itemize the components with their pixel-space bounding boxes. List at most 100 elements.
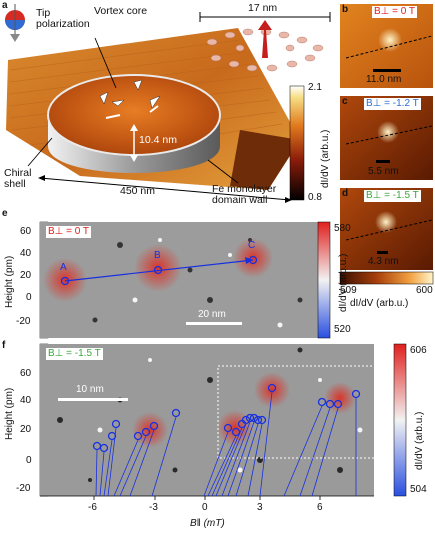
skyrmion-marker <box>325 399 335 409</box>
panel-label-b: b <box>342 4 349 15</box>
colorbar-a <box>289 85 305 201</box>
cbar-a-max: 2.1 <box>308 82 322 93</box>
mapping-line <box>103 439 113 497</box>
scale-c: 5.5 nm <box>368 166 399 177</box>
field-mapping-lines <box>95 391 357 497</box>
ytick-f: 0 <box>26 455 32 466</box>
mapping-line <box>211 427 243 497</box>
ytick-e: 20 <box>20 270 32 281</box>
scale-b: 11.0 nm <box>366 74 402 85</box>
mapping-line <box>283 405 323 497</box>
mapping-line <box>299 407 331 497</box>
skyrmion-marker <box>317 397 327 407</box>
colorbar-bcd <box>339 271 434 285</box>
panel-label-a: a <box>2 0 8 11</box>
vortex-core-label: Vortex core <box>94 5 148 17</box>
mapping-line <box>119 435 147 497</box>
tip-polarization-label: Tip polarization <box>36 7 90 30</box>
mapping-line <box>113 439 139 497</box>
field-b: B⊥ = 0 T <box>372 6 418 18</box>
cbar-e-max: 580 <box>334 223 351 234</box>
mapping-line <box>129 429 155 497</box>
ytick-f: -20 <box>16 483 31 494</box>
spin-vortex-illustration <box>206 28 324 72</box>
skyrmion-marker <box>141 427 151 437</box>
domain-wall-label: Fe monolayer domain wall <box>212 183 277 206</box>
skyrmion-marker <box>333 399 343 409</box>
scale-17nm-label: 17 nm <box>248 2 278 14</box>
skyrmion-marker <box>241 415 251 425</box>
height-label: 10.4 nm <box>139 134 177 146</box>
field-f: B⊥ = -1.5 T <box>46 348 103 360</box>
ytick-e: 40 <box>20 248 32 259</box>
field-c: B⊥ = -1.2 T <box>364 98 421 110</box>
skyrmion-marker <box>249 413 259 423</box>
ytick-e: 0 <box>26 292 32 303</box>
cbar-bcd-max: 600 <box>416 285 433 296</box>
panel-label-c: c <box>342 96 348 107</box>
mapping-line <box>207 435 237 497</box>
point-label-a: A <box>60 262 67 273</box>
xtick-f: -6 <box>88 502 97 513</box>
scale-f: 10 nm <box>76 384 104 395</box>
cbar-e-label: dI/dV (arb.u.) <box>338 253 349 312</box>
point-label-b: B <box>154 250 161 261</box>
panel-label-e: e <box>2 208 8 219</box>
ytick-e: 60 <box>20 226 32 237</box>
cbar-e-min: 520 <box>334 324 351 335</box>
colorbar-e <box>317 221 331 339</box>
chiral-shell-label: Chiral shell <box>4 167 32 190</box>
mapping-line <box>247 423 263 497</box>
mapping-line <box>107 427 117 497</box>
ytick-f: 60 <box>20 368 32 379</box>
scale-e: 20 nm <box>198 309 226 320</box>
skyrmion-marker <box>111 419 121 429</box>
mapping-line <box>99 451 105 497</box>
ylabel-e: Height (pm) <box>4 255 15 308</box>
field-e: B⊥ = 0 T <box>46 226 92 238</box>
scale-d: 4.3 nm <box>368 256 399 267</box>
skyrmion-marker <box>133 431 143 441</box>
map-f <box>40 344 374 496</box>
skyrmion-marker <box>231 427 241 437</box>
panel-label-d: d <box>342 188 349 199</box>
width-label: 450 nm <box>120 185 156 197</box>
mapping-line <box>259 391 273 497</box>
map-e <box>40 222 330 338</box>
xtick-f: 0 <box>202 502 208 513</box>
skyrmion-marker <box>253 415 263 425</box>
xlabel-f: B‖ (mT) <box>190 518 225 529</box>
skyrmion-marker <box>257 415 267 425</box>
cbar-f-max: 606 <box>410 345 427 356</box>
mapping-line <box>227 421 255 497</box>
cbar-bcd-label: dI/dV (arb.u.) <box>350 298 409 309</box>
skyrmion-marker <box>245 413 255 423</box>
point-label-c: C <box>248 240 256 251</box>
skyrmion-marker <box>351 389 361 399</box>
skyrmion-markers <box>92 383 361 453</box>
skyrmion-marker <box>107 431 117 441</box>
ytick-f: 40 <box>20 395 32 406</box>
skyrmion-marker <box>99 443 109 453</box>
ytick-f: 20 <box>20 424 32 435</box>
ylabel-f: Height (pm) <box>4 387 15 440</box>
panel-label-f: f <box>2 340 6 351</box>
mapping-line <box>235 423 259 497</box>
field-d: B⊥ = -1.5 T <box>364 190 421 202</box>
cbar-bcd-min: 509 <box>340 285 357 296</box>
skyrmion-marker <box>223 423 233 433</box>
cbar-a-min: 0.8 <box>308 192 322 203</box>
mapping-line <box>215 423 247 497</box>
xtick-f: 6 <box>317 502 323 513</box>
xtick-f: 3 <box>257 502 263 513</box>
cbar-a-label: dI/dV (arb.u.) <box>320 129 331 188</box>
ytick-e: -20 <box>16 316 31 327</box>
cbar-f-min: 504 <box>410 484 427 495</box>
vortex-disk <box>48 75 220 155</box>
mapping-line <box>311 407 339 497</box>
xtick-f: -3 <box>149 502 158 513</box>
skyrmion-marker <box>149 421 159 431</box>
mapping-line <box>203 431 229 497</box>
cbar-f-label: dI/dV (arb.u.) <box>414 411 425 470</box>
